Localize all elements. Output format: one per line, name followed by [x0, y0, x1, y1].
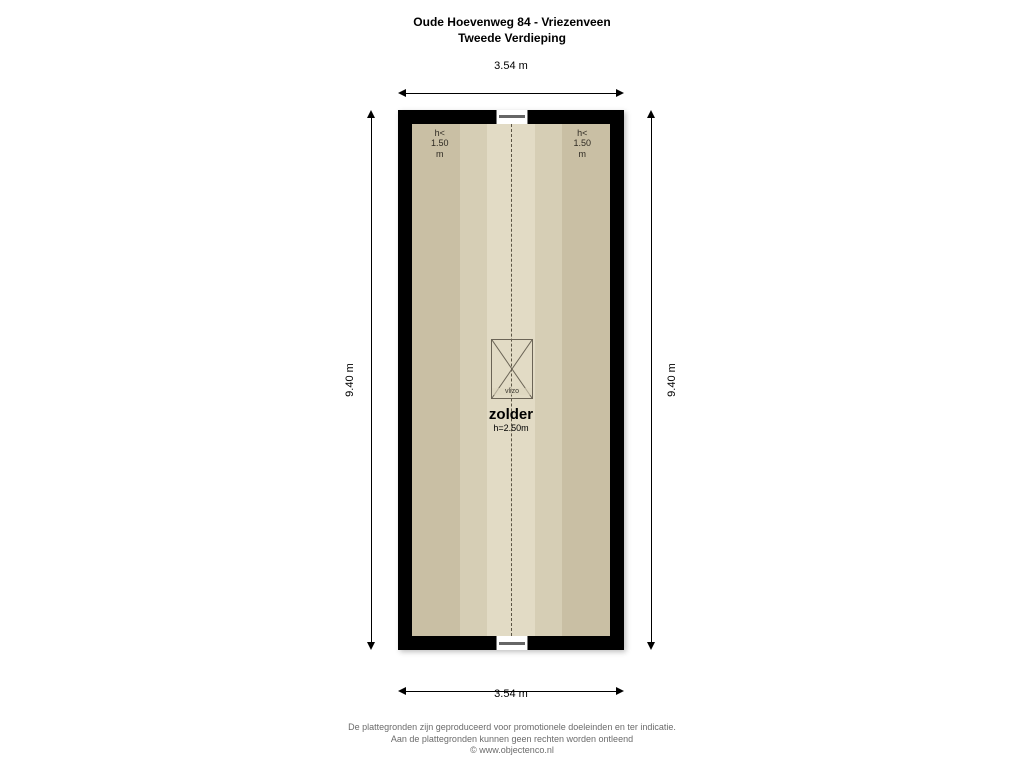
plan-outer-wall: h< 1.50 m h< 1.50 m vlizo zolder h=2.50m	[398, 110, 624, 650]
zone-west-mid	[460, 124, 488, 636]
zone-east-low-headroom	[562, 124, 610, 636]
dimension-left-value: 9.40 m	[344, 363, 356, 397]
height-note-right: h< 1.50 m	[574, 128, 592, 159]
window-top-tick	[499, 115, 525, 118]
plan-interior: h< 1.50 m h< 1.50 m vlizo zolder h=2.50m	[412, 124, 610, 636]
title-block: Oude Hoevenweg 84 - Vriezenveen Tweede V…	[0, 14, 1024, 46]
dimension-right-value: 9.40 m	[666, 363, 678, 397]
window-bottom	[496, 636, 528, 650]
room-name-text: zolder	[412, 406, 610, 423]
loft-hatch-label: vlizo	[492, 388, 532, 395]
footer-line-2: Aan de plattegronden kunnen geen rechten…	[0, 734, 1024, 746]
footer-line-3: © www.objectenco.nl	[0, 745, 1024, 757]
room-label: zolder h=2.50m	[412, 406, 610, 433]
dimension-bottom-value: 3.54 m	[494, 688, 528, 700]
title-line-2: Tweede Verdieping	[0, 30, 1024, 46]
height-note-left: h< 1.50 m	[431, 128, 449, 159]
dimension-bottom: 3.54 m	[398, 676, 624, 706]
window-top	[496, 110, 528, 124]
dimension-top-value: 3.54 m	[494, 60, 528, 72]
room-height-text: h=2.50m	[412, 423, 610, 433]
floorplan-canvas: Oude Hoevenweg 84 - Vriezenveen Tweede V…	[0, 0, 1024, 768]
dimension-left: 9.40 m	[356, 110, 386, 650]
loft-hatch: vlizo	[491, 339, 533, 399]
title-line-1: Oude Hoevenweg 84 - Vriezenveen	[0, 14, 1024, 30]
footer-line-1: De plattegronden zijn geproduceerd voor …	[0, 722, 1024, 734]
zone-east-mid	[535, 124, 563, 636]
dimension-right: 9.40 m	[636, 110, 666, 650]
dimension-top: 3.54 m	[398, 78, 624, 108]
zone-west-low-headroom	[412, 124, 460, 636]
footer: De plattegronden zijn geproduceerd voor …	[0, 722, 1024, 757]
window-bottom-tick	[499, 642, 525, 645]
